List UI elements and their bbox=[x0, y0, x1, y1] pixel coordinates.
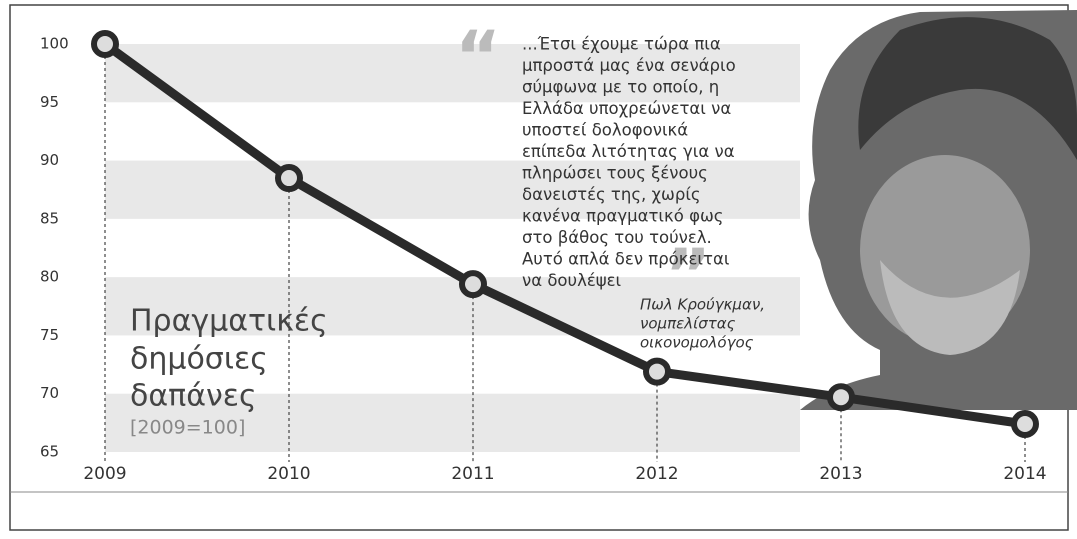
title-line: δαπάνες bbox=[130, 379, 257, 414]
y-tick-label: 90 bbox=[40, 151, 59, 169]
quote-line: σύμφωνα με το οποίο, η bbox=[522, 78, 719, 97]
y-tick-label: 70 bbox=[40, 384, 59, 402]
x-tick-label: 2011 bbox=[451, 464, 494, 484]
y-tick-label: 95 bbox=[40, 93, 59, 111]
y-tick-label: 80 bbox=[40, 268, 59, 286]
point bbox=[646, 361, 668, 383]
attribution-line: Πωλ Κρούγκμαν, bbox=[640, 296, 765, 314]
point bbox=[94, 33, 116, 55]
attribution-line: νομπελίστας bbox=[640, 315, 736, 333]
quote-line: υποστεί δολοφονικά bbox=[522, 121, 688, 140]
x-tick-label: 2009 bbox=[83, 464, 126, 484]
title-line: Πραγματικές bbox=[130, 304, 328, 339]
y-tick-label: 85 bbox=[40, 209, 59, 227]
chart: Πραγματικές δημόσιες δαπάνες [2009=100] … bbox=[0, 0, 1077, 535]
x-tick-label: 2010 bbox=[267, 464, 310, 484]
quote-line: μπροστά μας ένα σενάριο bbox=[522, 56, 736, 75]
quote-line: Ελλάδα υποχρεώνεται να bbox=[522, 99, 731, 118]
quote-open: “ bbox=[455, 16, 501, 98]
x-tick-label: 2014 bbox=[1003, 464, 1046, 484]
subtitle: [2009=100] bbox=[130, 417, 245, 439]
y-tick-label: 65 bbox=[40, 443, 59, 461]
x-tick-label: 2013 bbox=[819, 464, 862, 484]
point bbox=[462, 273, 484, 295]
quote-line: ...Έτσι έχουμε τώρα πια bbox=[522, 35, 721, 54]
attribution-line: οικονομολόγος bbox=[640, 334, 754, 352]
title-line: δημόσιες bbox=[130, 342, 268, 377]
quote-line: επίπεδα λιτότητας για να bbox=[522, 142, 735, 161]
quote-line: δανειστές της, χωρίς bbox=[522, 185, 701, 204]
point bbox=[830, 386, 852, 408]
quote-line: στο βάθος του τούνελ. bbox=[522, 228, 712, 247]
y-tick-label: 100 bbox=[40, 35, 69, 53]
quote-line: να δουλέψει bbox=[522, 271, 622, 290]
y-tick-label: 75 bbox=[40, 326, 59, 344]
point bbox=[1014, 413, 1036, 435]
quote-line: πληρώσει τους ξένους bbox=[522, 164, 708, 183]
point bbox=[278, 167, 300, 189]
quote-line: κανένα πραγματικό φως bbox=[522, 207, 723, 226]
quote-line: Αυτό απλά δεν πρόκειται bbox=[522, 250, 730, 269]
x-tick-label: 2012 bbox=[635, 464, 678, 484]
